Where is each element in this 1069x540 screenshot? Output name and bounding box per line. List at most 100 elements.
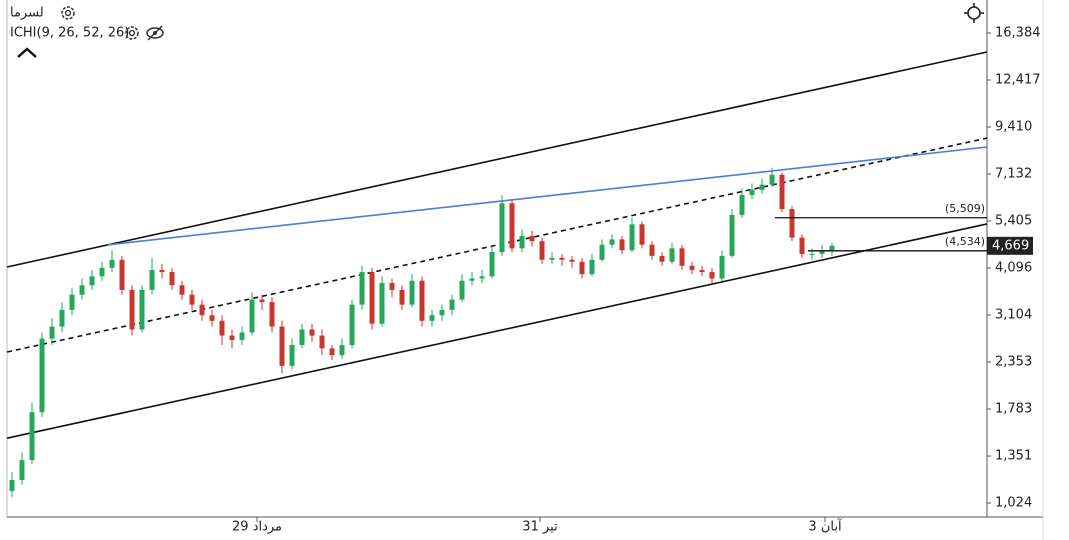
candle-body <box>759 184 765 190</box>
candle-body <box>579 261 585 275</box>
candle-body <box>259 299 265 303</box>
candle-body <box>209 315 215 321</box>
candle-body <box>669 248 675 262</box>
candle-body <box>639 224 645 245</box>
candle-body <box>399 289 405 305</box>
indicator-settings-icon[interactable] <box>125 26 139 40</box>
candle-body <box>519 235 525 249</box>
candle-body <box>159 269 165 273</box>
candle-body <box>339 345 345 356</box>
candle-body <box>289 345 295 366</box>
x-tick-label: 29 مرداد <box>232 520 282 535</box>
candle-body <box>419 280 425 321</box>
symbol-name: لسرما <box>10 6 44 21</box>
candle-body <box>539 241 545 260</box>
candle-body <box>659 255 665 262</box>
candle-body <box>629 224 635 251</box>
x-tick-label: 3 آبان <box>808 518 843 535</box>
candle-body <box>749 189 755 196</box>
candle-body <box>119 259 125 290</box>
crosshair-icon[interactable] <box>964 3 984 23</box>
candle-body <box>649 244 655 256</box>
candle-body <box>99 267 105 277</box>
candle-body <box>739 195 745 215</box>
candle-body <box>229 335 235 340</box>
candle-body <box>379 282 385 324</box>
candle-body <box>799 237 805 254</box>
candle-body <box>139 289 145 330</box>
candle-body <box>499 203 505 253</box>
candle-body <box>199 304 205 316</box>
candle-body <box>299 329 305 346</box>
candle-body <box>309 329 315 336</box>
candle-body <box>19 460 25 481</box>
candle-body <box>709 272 715 279</box>
indicator-name: ICHI(9, 26, 52, 26) <box>10 26 129 41</box>
trend-line <box>107 146 988 246</box>
candle-body <box>369 272 375 324</box>
candle-body <box>489 252 495 277</box>
candle-body <box>449 299 455 310</box>
candle-body <box>79 285 85 295</box>
trend-line <box>6 51 988 268</box>
candle-body <box>689 265 695 270</box>
candle-body <box>769 174 775 185</box>
candle-body <box>129 289 135 330</box>
settings-icon[interactable] <box>61 6 75 20</box>
candle-body <box>59 309 65 327</box>
candle-body <box>569 259 575 262</box>
candle-body <box>49 326 55 339</box>
candle-body <box>189 294 195 305</box>
candle-body <box>829 245 835 251</box>
y-tick-label: 1,783 <box>995 402 1032 417</box>
candle-body <box>459 280 465 300</box>
y-tick-label: 7,132 <box>995 167 1032 182</box>
candle-body <box>819 250 825 254</box>
candle-body <box>349 304 355 346</box>
y-tick-label: 2,353 <box>995 354 1032 369</box>
collapse-icon[interactable] <box>17 47 37 58</box>
candle-body <box>679 248 685 266</box>
level-label: (5,509) <box>945 202 985 215</box>
y-tick-label: 1,024 <box>995 496 1032 511</box>
candle-body <box>9 480 15 491</box>
level-label: (4,534) <box>945 235 985 248</box>
candle-body <box>619 239 625 251</box>
candle-body <box>809 253 815 255</box>
visibility-icon[interactable] <box>146 25 164 41</box>
candle-body <box>789 209 795 238</box>
candle-body <box>359 272 365 305</box>
candle-body <box>609 239 615 245</box>
candle-body <box>149 269 155 290</box>
x-tick-label: 31 تیر <box>522 520 558 535</box>
y-tick-label: 12,417 <box>995 73 1041 88</box>
candle-body <box>779 174 785 210</box>
candle-body <box>319 335 325 349</box>
candle-body <box>219 320 225 336</box>
candle-body <box>699 269 705 273</box>
candle-body <box>279 326 285 366</box>
y-tick-label: 3,104 <box>995 308 1032 323</box>
candle-body <box>29 412 35 461</box>
candle-body <box>469 278 475 281</box>
last-price-label: 4,669 <box>992 238 1029 253</box>
candle-body <box>599 244 605 260</box>
candle-body <box>109 259 115 268</box>
candle-body <box>39 338 45 413</box>
last-price-tag <box>987 236 1033 255</box>
plot-area <box>6 51 988 498</box>
candle-body <box>439 309 445 316</box>
y-tick-label: 4,096 <box>995 261 1032 276</box>
candle-body <box>409 280 415 305</box>
candle-body <box>249 299 255 333</box>
candle-body <box>529 235 535 242</box>
candle-body <box>169 272 175 286</box>
candle-body <box>389 282 395 290</box>
candle-body <box>719 255 725 279</box>
candle-body <box>239 332 245 340</box>
candle-body <box>329 348 335 356</box>
candle-body <box>429 315 435 321</box>
y-tick-label: 1,351 <box>995 449 1032 464</box>
